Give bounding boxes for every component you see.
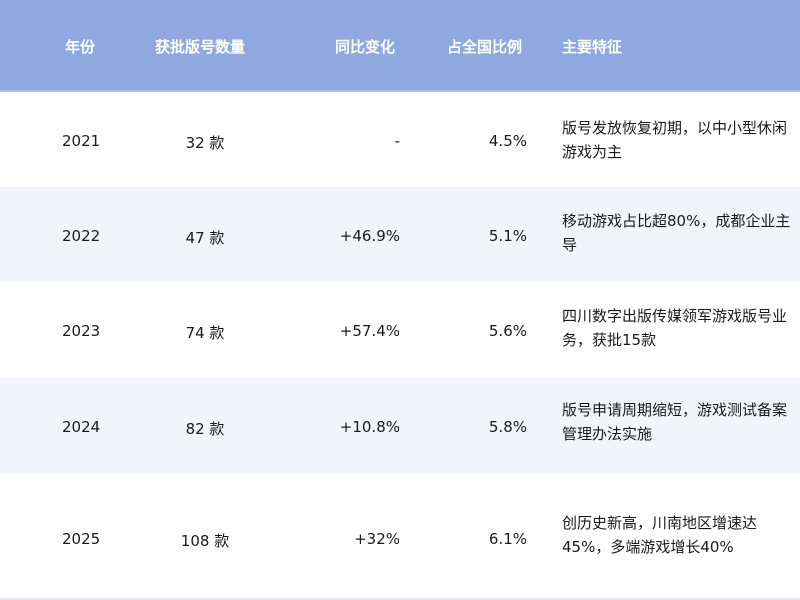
header-yoy: 同比变化	[335, 38, 396, 56]
cell-year: 2023	[62, 322, 101, 340]
cell-share: 5.8%	[488, 418, 527, 436]
table-row: 2023 74 款 +57.4% 5.6% 四川数字出版传媒领军游戏版号业务，获…	[0, 282, 800, 378]
cell-year: 2022	[62, 227, 101, 245]
cell-count: 108 款	[180, 532, 230, 550]
cell-share: 5.1%	[488, 227, 527, 245]
cell-share: 5.6%	[488, 322, 527, 340]
cell-feature: 版号申请周期缩短，游戏测试备案管理办法实施	[562, 401, 788, 443]
cell-share: 4.5%	[488, 132, 527, 150]
header-year: 年份	[65, 38, 96, 56]
header-share: 占全国比例	[447, 38, 523, 56]
cell-yoy: +32%	[354, 530, 400, 548]
cell-yoy: -	[394, 132, 400, 150]
cell-yoy: +46.9%	[339, 227, 400, 245]
cell-yoy: +10.8%	[339, 418, 400, 436]
table-row: 2025 108 款 +32% 6.1% 创历史新高，川南地区增速达45%，多端…	[0, 473, 800, 600]
cell-year: 2021	[62, 132, 101, 150]
cell-share: 6.1%	[488, 530, 527, 548]
cell-count: 47 款	[185, 229, 225, 247]
header-count: 获批版号数量	[155, 38, 246, 56]
cell-feature: 创历史新高，川南地区增速达45%，多端游戏增长40%	[562, 514, 758, 556]
cell-count: 82 款	[185, 420, 225, 438]
cell-year: 2025	[62, 530, 101, 548]
table-row: 2024 82 款 +10.8% 5.8% 版号申请周期缩短，游戏测试备案管理办…	[0, 378, 800, 473]
cell-feature: 版号发放恢复初期，以中小型休闲游戏为主	[562, 119, 788, 161]
cell-count: 32 款	[185, 134, 225, 152]
cell-feature: 移动游戏占比超80%，成都企业主导	[562, 212, 791, 254]
cell-yoy: +57.4%	[339, 322, 400, 340]
table-row: 2021 32 款 - 4.5% 版号发放恢复初期，以中小型休闲游戏为主	[0, 92, 800, 187]
cell-count: 74 款	[185, 324, 225, 342]
cell-feature: 四川数字出版传媒领军游戏版号业务，获批15款	[562, 307, 788, 349]
table-row: 2022 47 款 +46.9% 5.1% 移动游戏占比超80%，成都企业主导	[0, 187, 800, 282]
header-feature: 主要特征	[562, 38, 623, 56]
cell-year: 2024	[62, 418, 101, 436]
table-header: 年份 获批版号数量 同比变化 占全国比例 主要特征	[0, 0, 800, 92]
